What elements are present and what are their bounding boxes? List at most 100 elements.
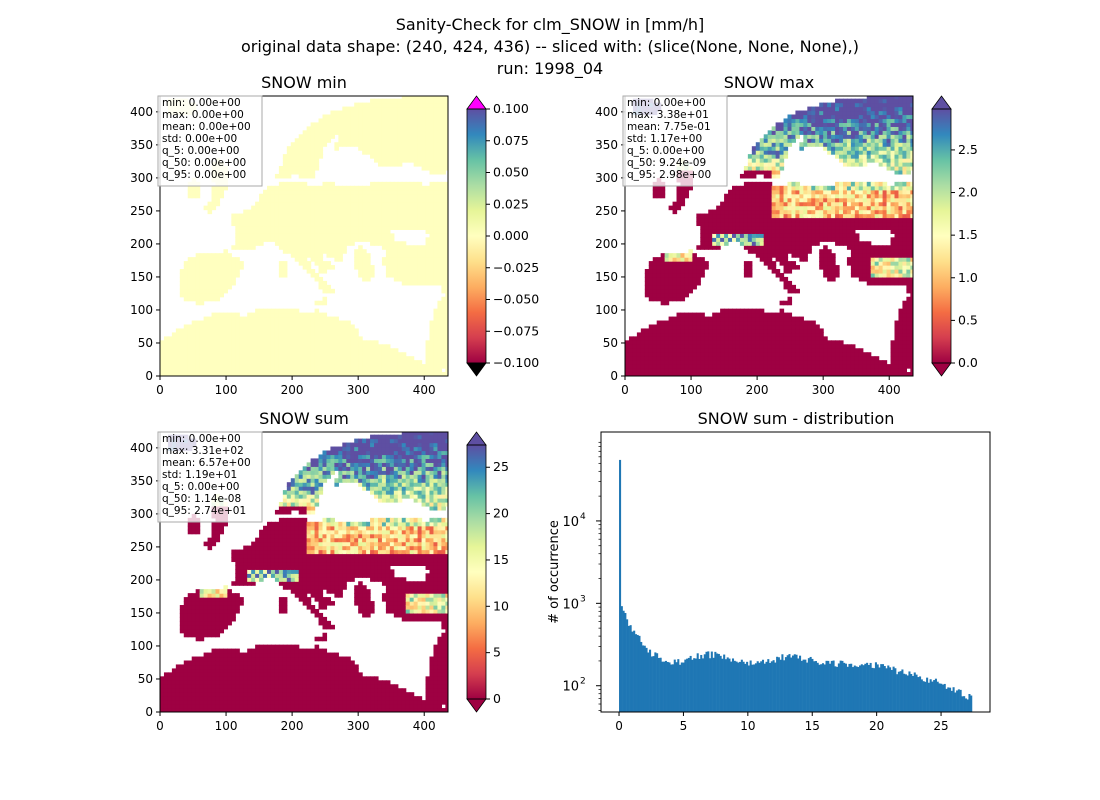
- map-cell: [783, 154, 789, 159]
- map-cell: [223, 336, 228, 341]
- map-cell: [842, 372, 848, 376]
- map-cell: [441, 154, 446, 159]
- map-cell: [636, 336, 642, 341]
- map-cell: [314, 209, 320, 215]
- map-cell: [799, 209, 804, 215]
- map-cell: [259, 336, 264, 341]
- map-cell: [175, 344, 181, 349]
- map-cell: [381, 372, 387, 376]
- map-cell: [858, 352, 864, 357]
- map-cell: [632, 344, 638, 349]
- map-cell: [445, 249, 448, 254]
- map-cell: [366, 209, 371, 215]
- map-cell: [393, 150, 399, 155]
- map-cell: [445, 142, 448, 147]
- map-cell: [787, 189, 793, 195]
- map-cell: [441, 284, 446, 290]
- map-cell: [191, 261, 197, 266]
- map-cell: [795, 233, 800, 238]
- map-cell: [417, 122, 423, 127]
- map-cell: [385, 261, 391, 266]
- map-cell: [696, 245, 701, 250]
- map-cell: [771, 173, 777, 179]
- map-cell: [417, 261, 423, 266]
- map-cell: [195, 288, 201, 294]
- map-cell: [795, 229, 800, 234]
- map-cell: [362, 217, 367, 223]
- map-cell: [815, 352, 820, 357]
- map-cell: [385, 225, 391, 230]
- map-cell: [787, 197, 793, 203]
- map-cell: [306, 269, 312, 274]
- map-cell: [656, 272, 662, 278]
- map-cell: [433, 344, 439, 349]
- map-cell: [306, 146, 312, 151]
- map-cell: [815, 221, 820, 227]
- map-cell: [219, 348, 225, 353]
- map-cell: [735, 225, 741, 230]
- map-cell: [660, 356, 666, 361]
- map-cell: [362, 189, 367, 195]
- map-cell: [831, 344, 836, 349]
- map-cell: [795, 217, 800, 223]
- map-cell: [724, 352, 729, 357]
- map-cell: [433, 110, 439, 116]
- map-cell: [672, 328, 678, 334]
- map-cell: [191, 257, 197, 262]
- map-cell: [298, 324, 304, 330]
- map-cell: [294, 162, 300, 167]
- map-cell: [405, 209, 411, 215]
- map-cell: [263, 233, 268, 238]
- map-cell: [839, 106, 844, 112]
- map-cell: [409, 205, 415, 211]
- map-cell: [850, 181, 856, 187]
- map-cell: [191, 364, 197, 369]
- map-cell: [381, 122, 387, 127]
- map-cell: [354, 372, 359, 376]
- map-cell: [314, 372, 320, 376]
- map-cell: [247, 245, 252, 250]
- map-cell: [652, 272, 658, 278]
- map-cell: [219, 257, 225, 262]
- map-cell: [219, 324, 225, 330]
- map-cell: [286, 181, 292, 187]
- map-cell: [274, 352, 280, 357]
- map-cell: [294, 146, 300, 151]
- map-cell: [207, 265, 213, 270]
- map-cell: [747, 360, 753, 365]
- map-cell: [712, 229, 717, 234]
- map-cell: [823, 225, 828, 230]
- map-cell: [362, 110, 367, 116]
- map-cell: [235, 364, 240, 369]
- map-cell: [660, 324, 666, 330]
- map-cell: [712, 233, 717, 238]
- map-cell: [842, 126, 848, 131]
- map-cell: [799, 237, 804, 242]
- map-cell: [755, 205, 761, 211]
- map-cell: [842, 154, 848, 159]
- map-cell: [274, 344, 280, 349]
- map-cell: [803, 360, 808, 365]
- map-cell: [183, 296, 189, 302]
- map-cell: [389, 189, 395, 195]
- map-cell: [350, 114, 355, 120]
- map-cell: [433, 364, 439, 369]
- map-cell: [437, 114, 442, 120]
- map-cell: [187, 328, 193, 334]
- map-cell: [346, 193, 351, 199]
- map-cell: [306, 261, 312, 266]
- map-cell: [648, 272, 654, 278]
- map-cell: [239, 320, 244, 326]
- map-cell: [243, 245, 248, 250]
- map-cell: [358, 269, 363, 274]
- map-cell: [676, 372, 682, 376]
- map-cell: [652, 340, 658, 345]
- map-cell: [720, 241, 725, 246]
- map-cell: [318, 364, 324, 369]
- map-cell: [429, 138, 435, 143]
- map-cell: [298, 237, 304, 242]
- map-cell: [417, 150, 423, 155]
- map-cell: [842, 138, 848, 143]
- map-cell: [664, 360, 670, 365]
- map-cell: [433, 336, 439, 341]
